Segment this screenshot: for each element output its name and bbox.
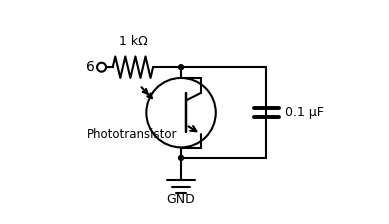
Circle shape: [179, 65, 184, 70]
Circle shape: [179, 155, 184, 160]
Text: 0.1 μF: 0.1 μF: [285, 106, 324, 119]
Text: 1 kΩ: 1 kΩ: [119, 35, 147, 48]
Text: GND: GND: [166, 193, 195, 206]
Text: Phototransistor: Phototransistor: [86, 128, 177, 141]
Text: 6: 6: [86, 60, 95, 74]
